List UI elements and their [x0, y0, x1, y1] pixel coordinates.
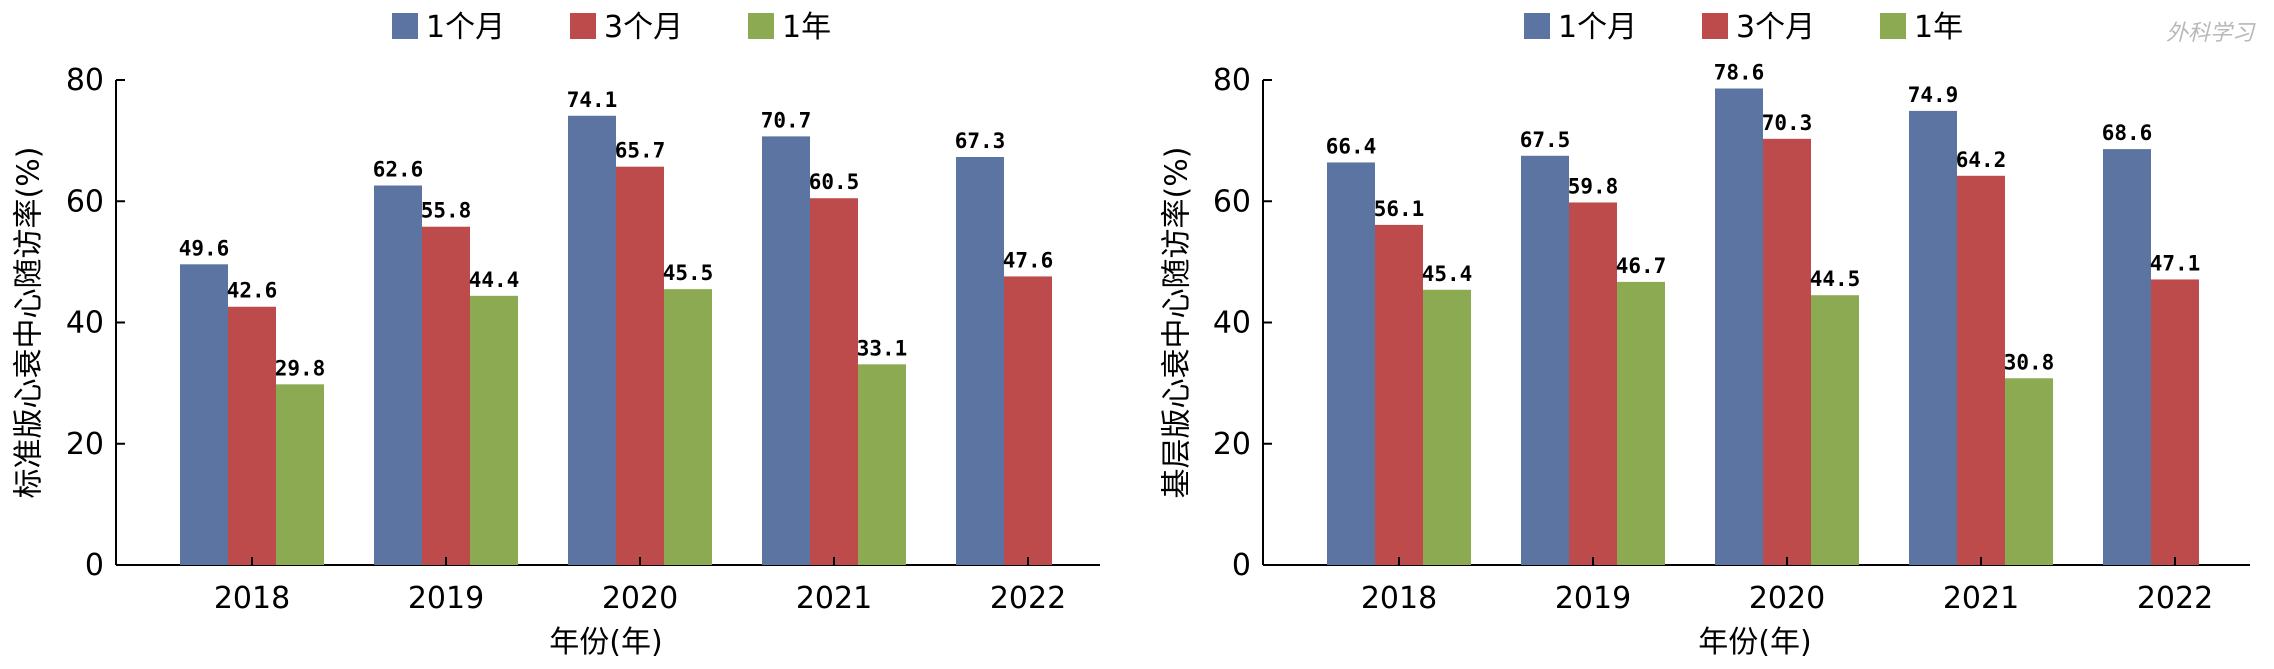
chart1-data-label: 44.4: [469, 268, 520, 292]
chart1-x-tick-label: 2018: [214, 581, 290, 616]
chart2-x-tick-label: 2022: [2137, 581, 2213, 616]
chart1-x-axis-title: 年份(年): [549, 625, 662, 660]
chart1-bar: [810, 198, 858, 565]
chart1-legend-swatch: [570, 13, 596, 39]
chart2-bar: [1521, 155, 1569, 565]
chart2-legend-swatch: [1880, 13, 1906, 39]
chart2-data-label: 45.4: [1422, 262, 1473, 286]
chart1-y-axis-title: 标准版心衰中心随访率(%): [12, 147, 47, 499]
chart2-data-label: 66.4: [1326, 134, 1377, 158]
chart1-bar: [228, 306, 276, 565]
chart1-bar: [762, 136, 810, 565]
chart2-data-label: 46.7: [1616, 254, 1667, 278]
chart2-x-tick-label: 2021: [1943, 581, 2019, 616]
chart2-data-label: 70.3: [1762, 111, 1813, 135]
chart1-data-label: 33.1: [857, 336, 908, 360]
chart2-bar: [2151, 279, 2199, 565]
chart1-legend-label: 1年: [782, 10, 831, 45]
chart1-legend-swatch: [392, 13, 418, 39]
chart1-x-tick-label: 2019: [408, 581, 484, 616]
chart2-data-label: 56.1: [1374, 197, 1425, 221]
chart1-data-label: 29.8: [275, 356, 326, 380]
chart1-bar: [568, 115, 616, 566]
chart1-data-label: 62.6: [373, 157, 424, 181]
chart2-data-label: 74.9: [1908, 83, 1959, 107]
chart2-bar: [2103, 149, 2151, 566]
chart1-data-label: 70.7: [761, 108, 812, 132]
chart1-x-tick-label: 2020: [602, 581, 678, 616]
chart1-bar: [180, 264, 228, 565]
watermark-text: 外科学习: [2166, 21, 2256, 46]
chart2-data-label: 59.8: [1568, 174, 1619, 198]
chart2-y-tick-label: 40: [1213, 306, 1251, 341]
chart1-bar: [276, 384, 324, 565]
chart2-bar: [1375, 224, 1423, 566]
chart2-data-label: 30.8: [2004, 350, 2055, 374]
chart2-data-label: 44.5: [1810, 267, 1861, 291]
chart2-y-tick-label: 80: [1213, 63, 1251, 98]
chart1-x-tick-label: 2021: [796, 581, 872, 616]
chart2-x-tick-label: 2018: [1361, 581, 1437, 616]
chart1-bar: [1004, 276, 1052, 565]
chart2-bar: [1763, 138, 1811, 565]
chart1-y-tick-label: 40: [66, 306, 104, 341]
chart2-data-label: 64.2: [1956, 148, 2007, 172]
chart1-data-label: 60.5: [809, 170, 860, 194]
chart2-bar: [1327, 162, 1375, 565]
chart1-legend-swatch: [748, 13, 774, 39]
chart1-data-label: 65.7: [615, 139, 666, 163]
chart2-legend-swatch: [1524, 13, 1550, 39]
chart2-bar: [1715, 88, 1763, 566]
chart2-bar: [1617, 281, 1665, 565]
chart2-bar: [1423, 289, 1471, 565]
chart2-y-tick-label: 60: [1213, 184, 1251, 219]
chart2-y-axis-title: 基层版心衰中心随访率(%): [1160, 147, 1195, 499]
chart1-bar: [858, 364, 906, 565]
chart1-y-tick-label: 0: [85, 548, 104, 583]
chart1-legend-label: 1个月: [426, 10, 505, 45]
chart1-legend-label: 3个月: [604, 10, 683, 45]
chart1-y-tick-label: 80: [66, 63, 104, 98]
chart1-data-label: 67.3: [955, 129, 1006, 153]
chart1-bar: [664, 289, 712, 565]
chart2-data-label: 78.6: [1714, 60, 1765, 84]
chart1-data-label: 49.6: [179, 236, 230, 260]
chart1-x-tick-label: 2022: [990, 581, 1066, 616]
chart2-data-label: 67.5: [1520, 128, 1571, 152]
chart1-data-label: 42.6: [227, 279, 278, 303]
chart2-x-tick-label: 2020: [1749, 581, 1825, 616]
chart1-data-label: 47.6: [1003, 248, 1054, 272]
chart1-bar: [374, 185, 422, 566]
chart1-data-label: 45.5: [663, 261, 714, 285]
chart2-data-label: 47.1: [2150, 251, 2201, 275]
chart1-bar: [956, 156, 1004, 565]
chart2-y-tick-label: 0: [1232, 548, 1251, 583]
chart2-y-tick-label: 20: [1213, 427, 1251, 462]
chart2-legend-label: 1个月: [1558, 10, 1637, 45]
chart2-data-label: 68.6: [2102, 121, 2153, 145]
chart1-y-tick-label: 20: [66, 427, 104, 462]
chart2-bar: [1811, 295, 1859, 565]
chart1-bar: [422, 226, 470, 565]
chart2-bar: [1957, 175, 2005, 565]
chart2-x-axis-title: 年份(年): [1698, 625, 1811, 660]
chart1-data-label: 74.1: [567, 88, 618, 112]
chart2-bar: [1909, 110, 1957, 565]
chart1-bar: [470, 295, 518, 565]
chart2-bar: [2005, 378, 2053, 565]
chart1-data-label: 55.8: [421, 199, 472, 223]
chart2-bar: [1569, 202, 1617, 565]
chart1-bar: [616, 166, 664, 565]
chart2-legend-label: 1年: [1914, 10, 1963, 45]
chart2-legend-swatch: [1702, 13, 1728, 39]
chart1-y-tick-label: 60: [66, 184, 104, 219]
chart2-x-tick-label: 2019: [1555, 581, 1631, 616]
chart2-legend-label: 3个月: [1736, 10, 1815, 45]
